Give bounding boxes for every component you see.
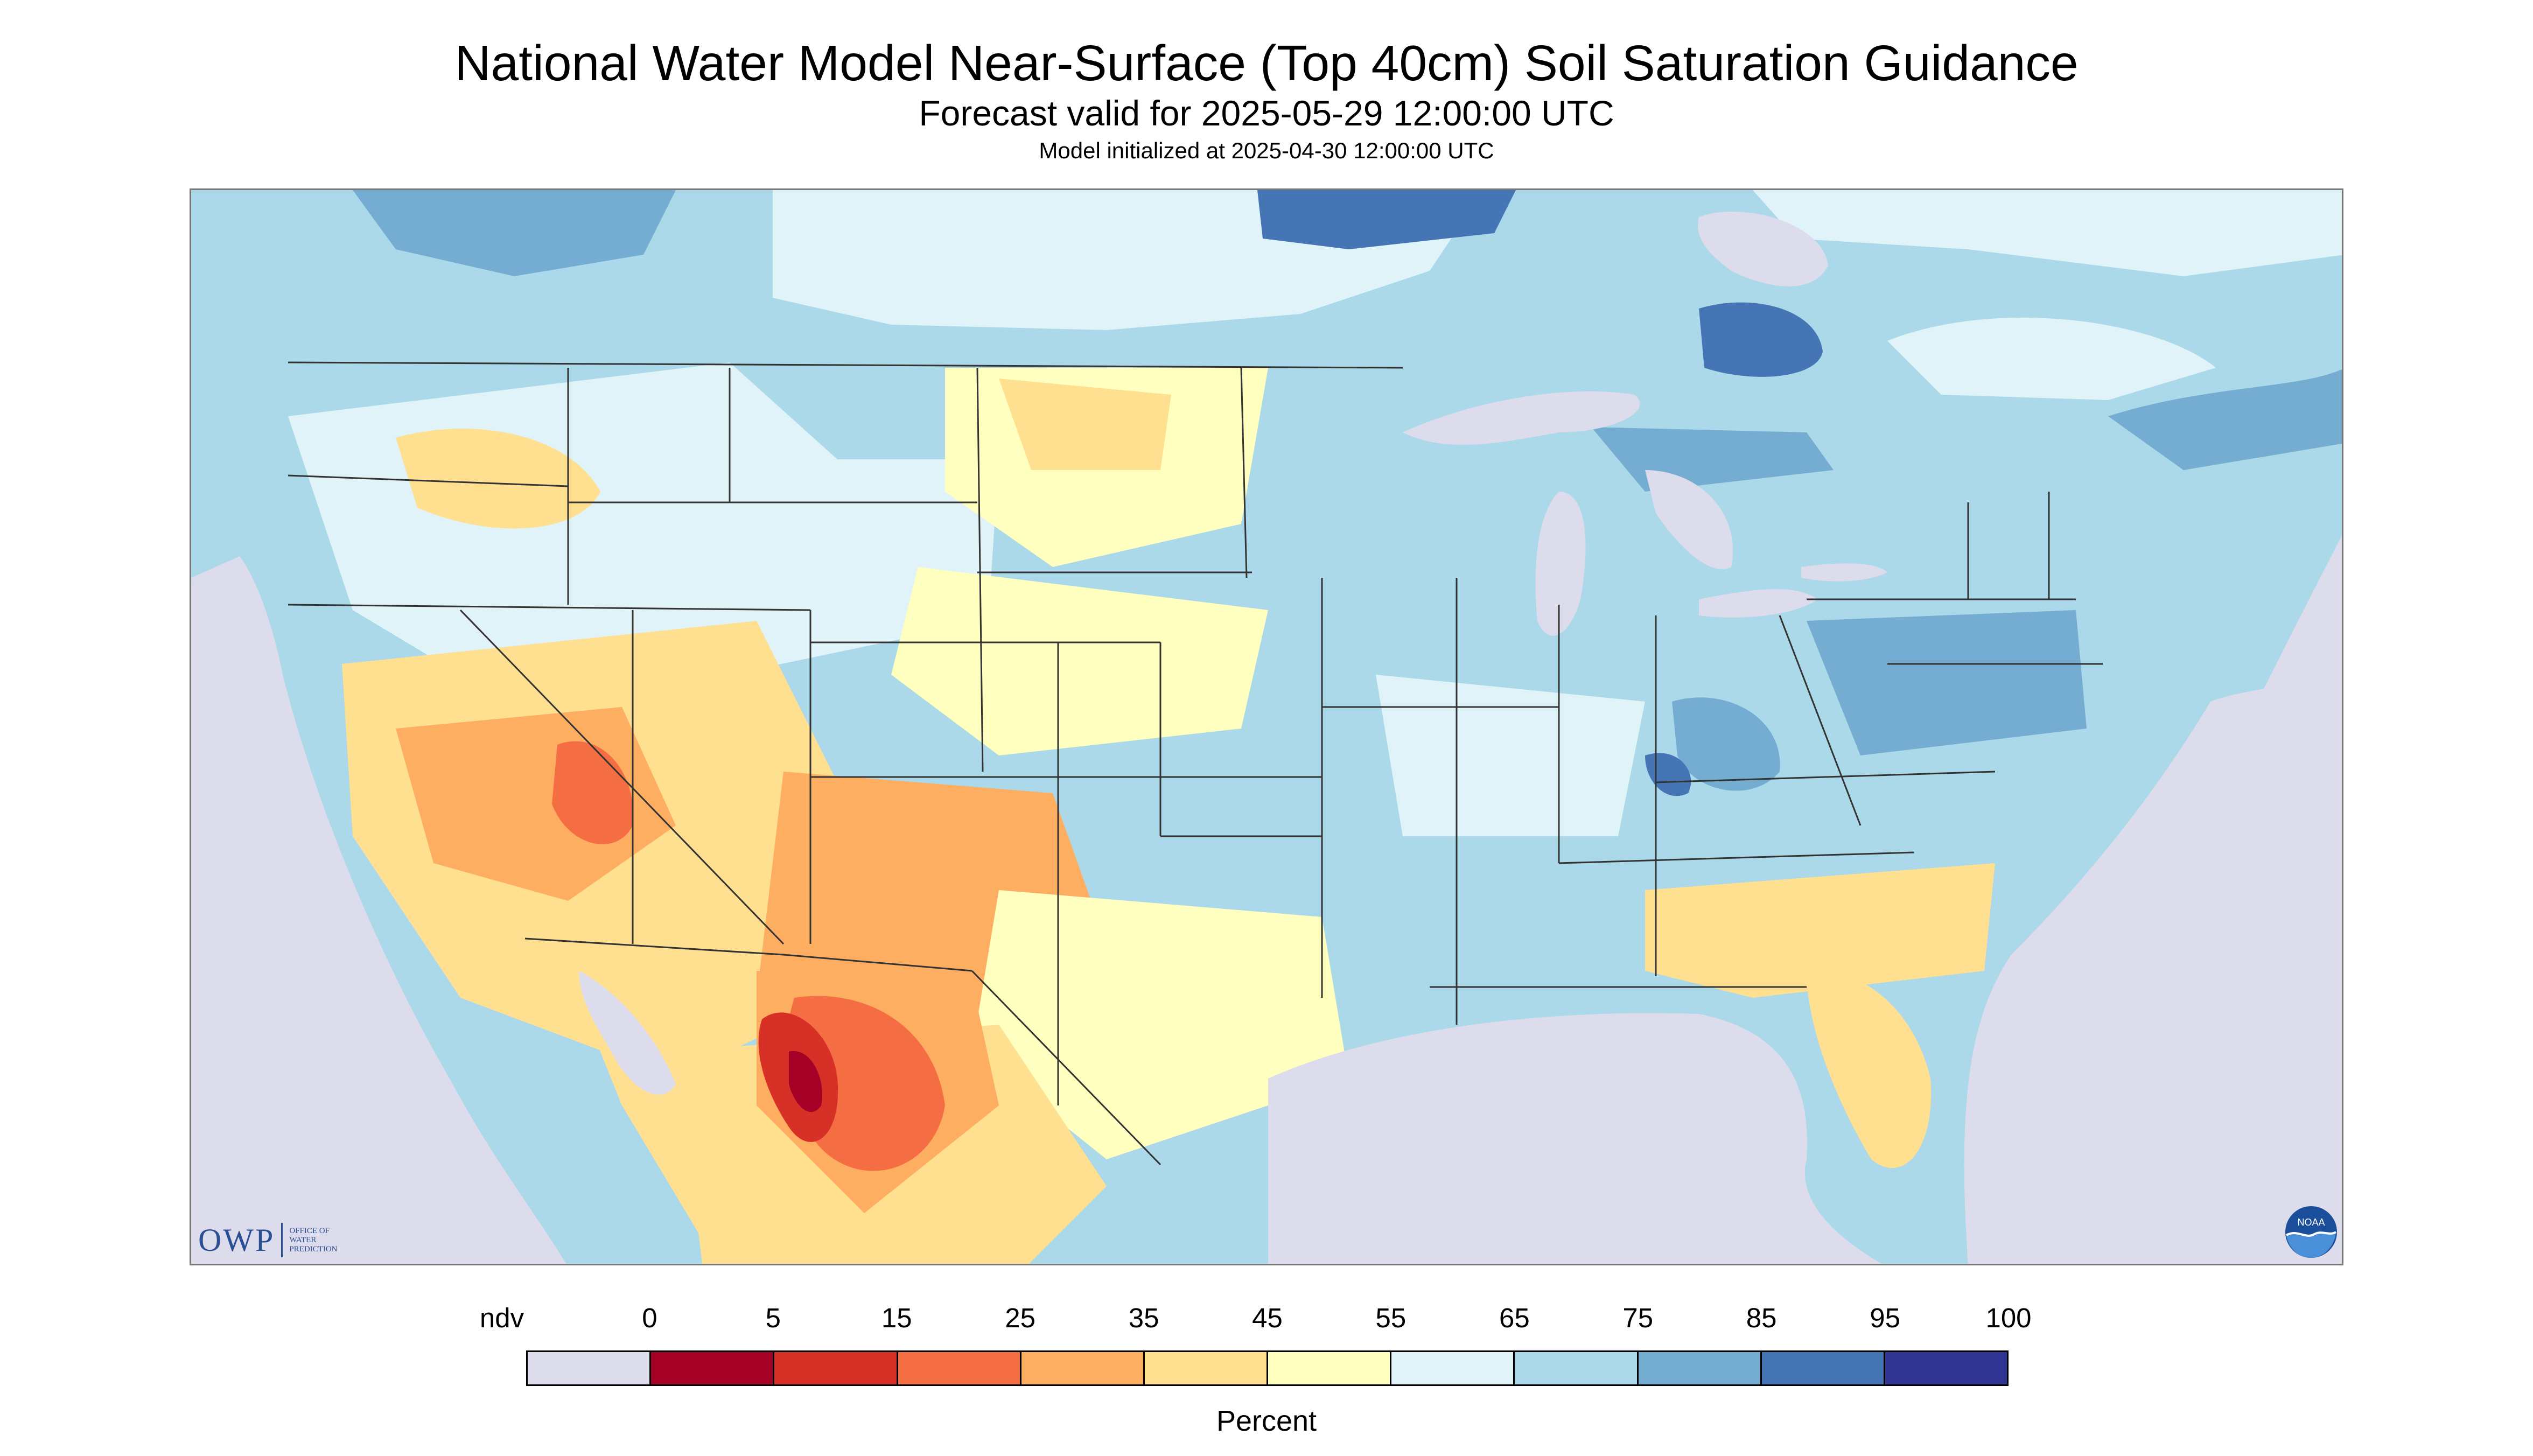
legend-swatch — [651, 1352, 775, 1384]
soil-saturation-map — [190, 188, 2343, 1265]
legend-tick-label: 25 — [1005, 1303, 1036, 1333]
legend-swatch — [1638, 1352, 1762, 1384]
gulf-of-mexico — [1268, 1013, 1882, 1264]
legend-tick-label: 85 — [1746, 1303, 1777, 1333]
legend-swatch — [1391, 1352, 1515, 1384]
legend-tick-label: 65 — [1499, 1303, 1530, 1333]
lake-huron — [1645, 470, 1733, 569]
legend-tick-label: 95 — [1870, 1303, 1900, 1333]
legend-tick-label: 5 — [765, 1303, 781, 1333]
gulf-of-california — [579, 971, 676, 1095]
legend-swatch — [528, 1352, 652, 1384]
map-canvas — [191, 190, 2342, 1264]
us-canada-border — [288, 361, 1403, 369]
forecast-valid-subtitle: Forecast valid for 2025-05-29 12:00:00 U… — [919, 93, 1614, 133]
soil-saturation-fields — [288, 362, 2087, 1264]
legend-swatch — [1885, 1352, 2007, 1384]
legend-tick-label: 75 — [1622, 1303, 1654, 1333]
owp-logo-divider — [281, 1223, 283, 1257]
owp-logo-subtitle: OFFICE OF WATER PREDICTION — [289, 1226, 338, 1254]
lake-erie — [1699, 589, 1817, 618]
legend-tick-label: 35 — [1128, 1303, 1159, 1333]
legend-tick-label: 45 — [1252, 1303, 1283, 1333]
legend-tick-label: 0 — [642, 1303, 657, 1333]
legend-colorbar — [526, 1350, 2009, 1386]
model-initialized-caption: Model initialized at 2025-04-30 12:00:00… — [1039, 138, 1494, 163]
map-title: National Water Model Near-Surface (Top 4… — [454, 35, 2079, 91]
legend-swatch — [1144, 1352, 1269, 1384]
owp-logo: OWP OFFICE OF WATER PREDICTION — [198, 1221, 338, 1259]
legend-swatch — [1515, 1352, 1639, 1384]
canada-region — [353, 190, 2342, 492]
legend-swatch — [1268, 1352, 1392, 1384]
legend-swatch — [774, 1352, 898, 1384]
owp-logo-wordmark: OWP — [198, 1222, 275, 1258]
legend-tick-label: 55 — [1375, 1303, 1407, 1333]
lake-ontario — [1801, 563, 1887, 582]
atlantic-ocean — [1964, 535, 2342, 1264]
legend-swatch — [898, 1352, 1021, 1384]
lake-michigan — [1535, 492, 1586, 636]
legend-swatch — [1761, 1352, 1885, 1384]
state-boundaries — [288, 361, 2103, 1166]
legend-tick-label: 15 — [881, 1303, 912, 1333]
hudson-bay — [1698, 212, 1828, 286]
pacific-ocean — [191, 556, 566, 1264]
legend-tick-label: ndv — [479, 1303, 524, 1333]
noaa-logo: NOAA — [2285, 1206, 2337, 1258]
svg-text:NOAA: NOAA — [2297, 1217, 2325, 1228]
us-mexico-border — [524, 937, 784, 956]
legend-unit-label: Percent — [1216, 1405, 1317, 1437]
water-bodies — [191, 212, 2342, 1264]
legend-tick-label: 100 — [1985, 1303, 2032, 1333]
lake-superior — [1403, 391, 1640, 445]
legend-swatch — [1021, 1352, 1145, 1384]
